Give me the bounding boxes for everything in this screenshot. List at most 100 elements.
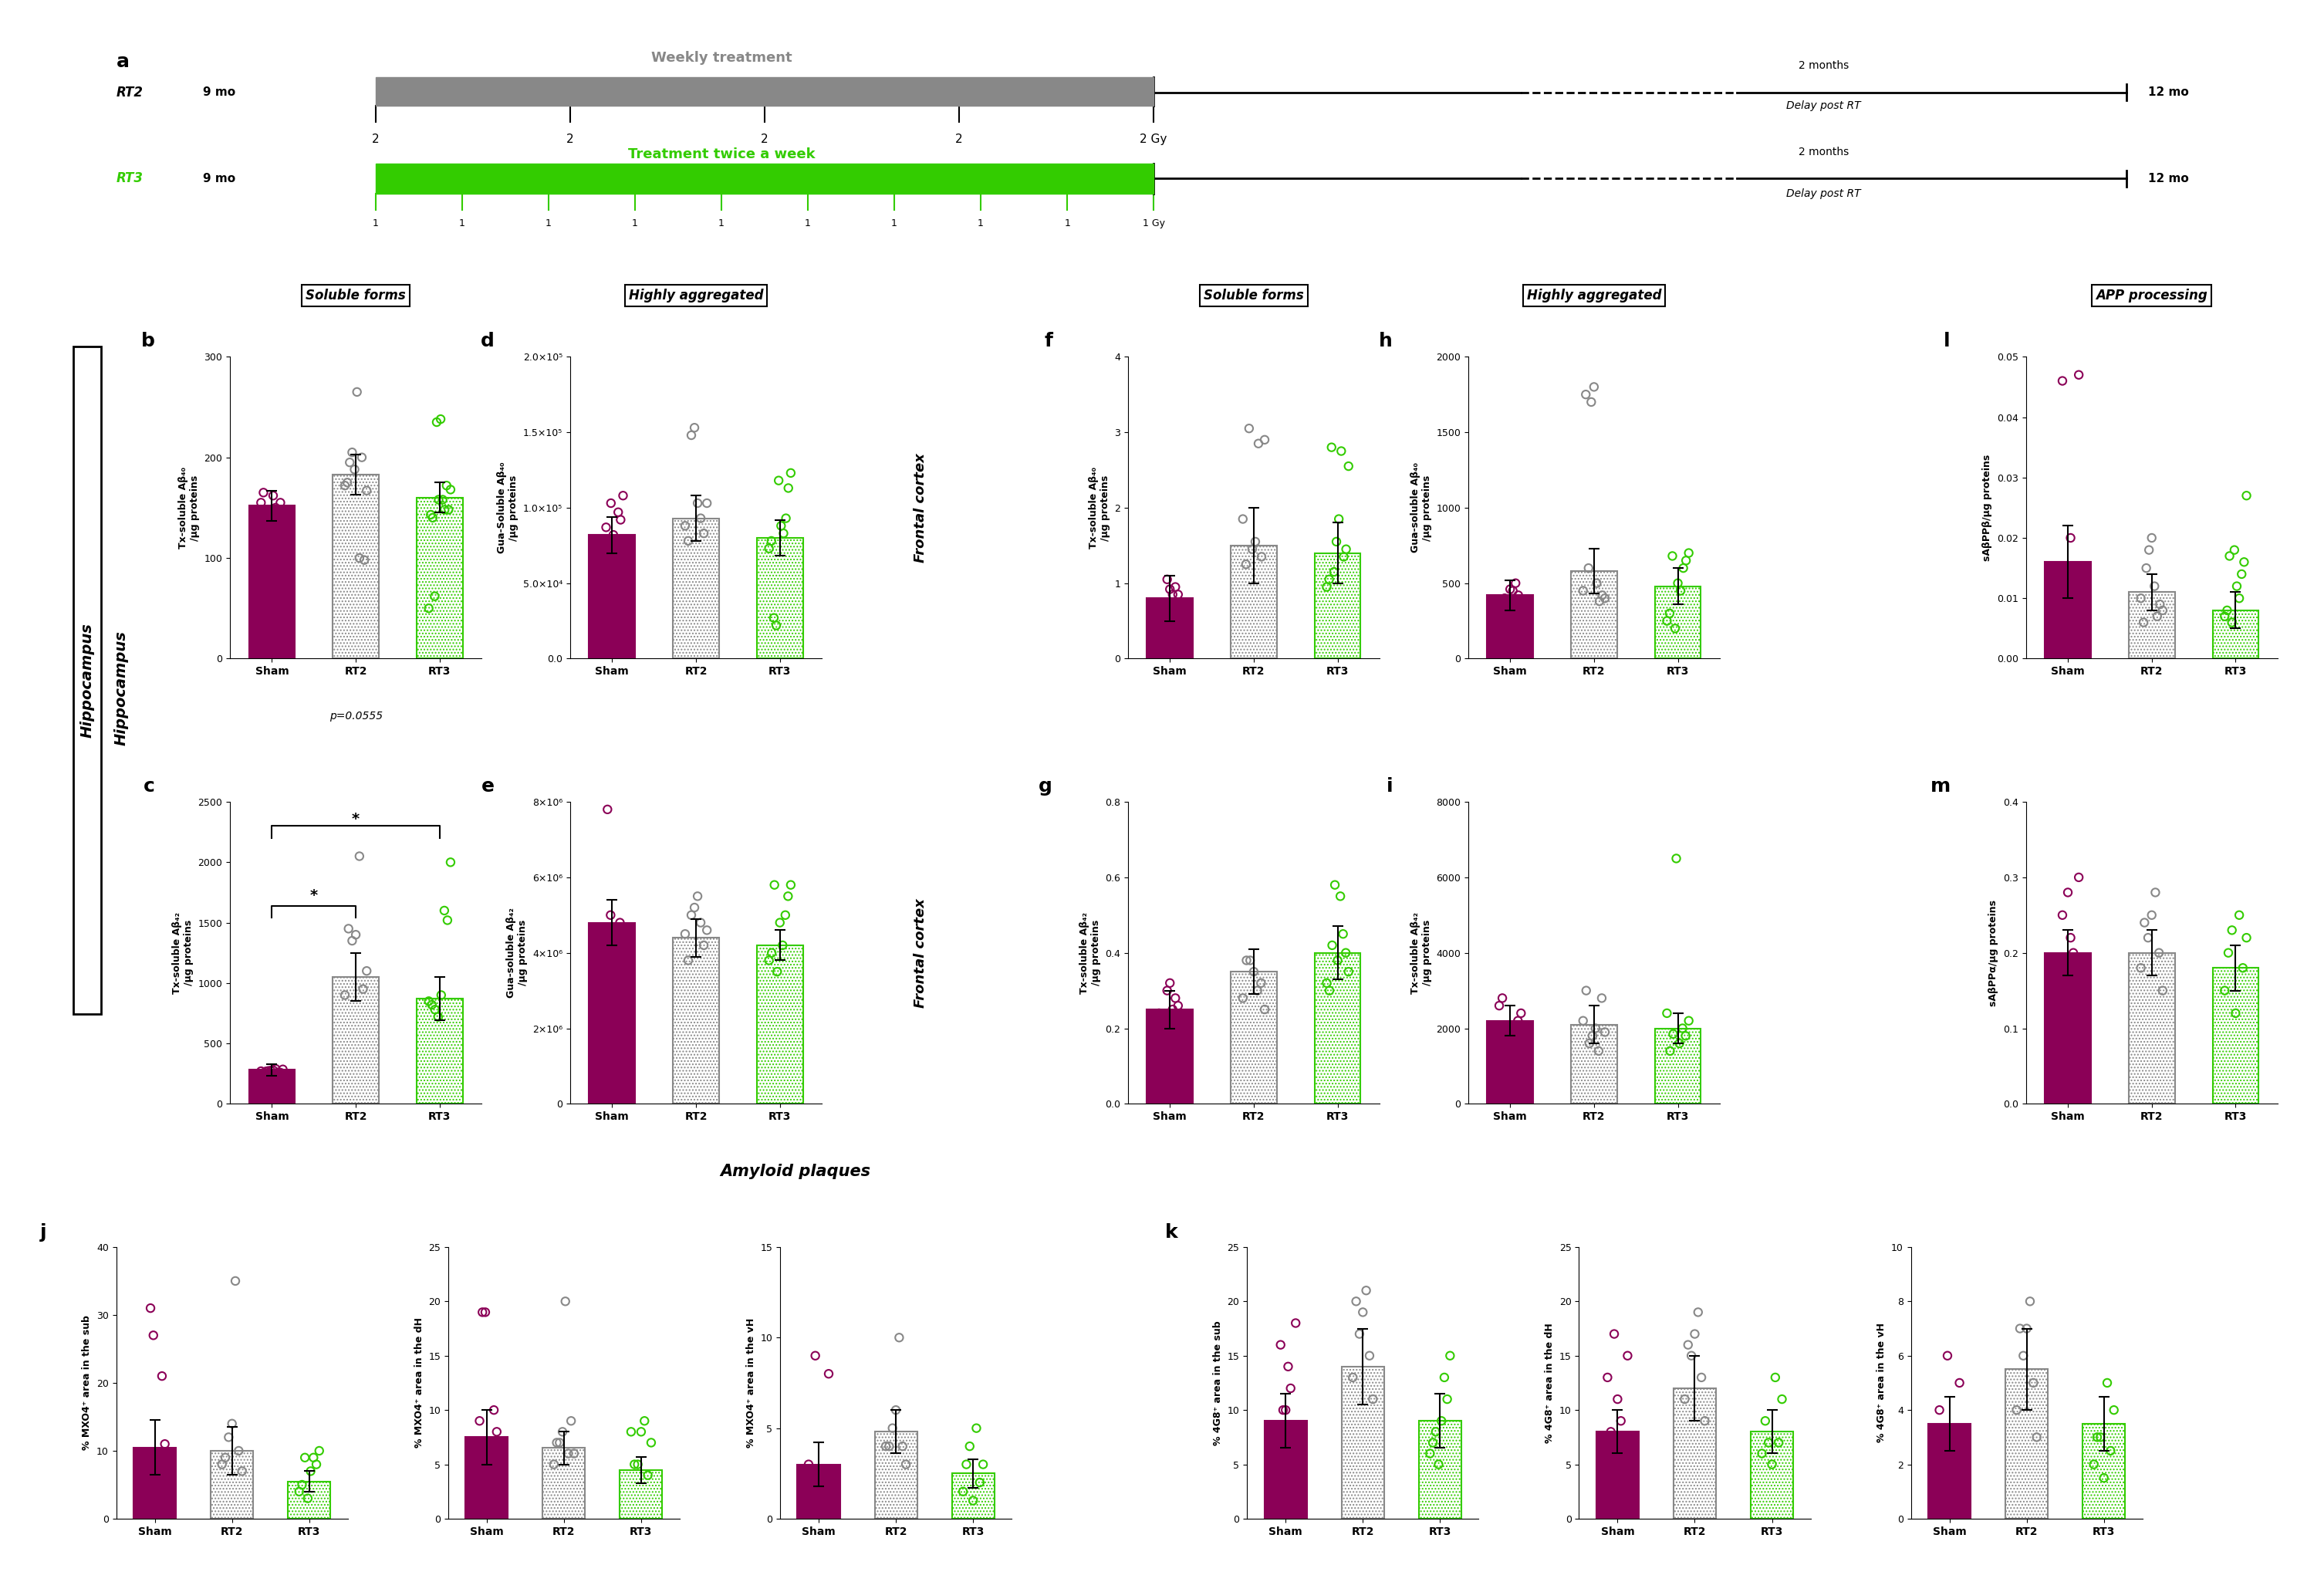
Point <box>753 528 790 554</box>
Point <box>602 508 639 533</box>
Point <box>1343 1299 1380 1324</box>
Point <box>1587 1019 1624 1044</box>
Y-axis label: Tx-soluble Aβ₄₂
/µg proteins: Tx-soluble Aβ₄₂ /µg proteins <box>1078 911 1102 993</box>
Point <box>135 1323 172 1348</box>
Point <box>1311 978 1348 1003</box>
Point <box>597 959 634 984</box>
Point <box>1750 1430 1787 1455</box>
Y-axis label: % 4G8⁺ area in the vH: % 4G8⁺ area in the vH <box>1878 1323 1887 1443</box>
Text: 1: 1 <box>978 218 983 228</box>
Point <box>2089 1370 2126 1395</box>
Point <box>758 612 795 638</box>
Point <box>421 487 458 513</box>
Y-axis label: sAβPPβ/µg proteins: sAβPPβ/µg proteins <box>1982 454 1992 562</box>
Point <box>458 1441 495 1467</box>
Point <box>872 1433 909 1459</box>
Point <box>1155 997 1192 1022</box>
Text: *: * <box>309 888 318 903</box>
Point <box>144 1364 181 1389</box>
Point <box>2050 880 2087 905</box>
Point <box>2043 369 2080 394</box>
Point <box>344 445 381 470</box>
Point <box>2059 362 2096 388</box>
Point <box>588 514 625 539</box>
Point <box>616 1452 653 1478</box>
Bar <box>1571 1025 1618 1104</box>
Point <box>1141 1000 1178 1025</box>
Bar <box>544 1448 586 1519</box>
Bar <box>211 1451 253 1519</box>
Point <box>295 1444 332 1470</box>
Point <box>1657 615 1694 641</box>
Point <box>256 1057 293 1082</box>
Bar <box>1232 971 1276 1104</box>
Point <box>2082 1424 2119 1449</box>
Point <box>2057 1016 2094 1041</box>
Point <box>244 1060 281 1085</box>
Point <box>2229 483 2266 508</box>
Text: 12 mo: 12 mo <box>2147 87 2189 98</box>
Point <box>1162 607 1199 633</box>
Point <box>132 1296 170 1321</box>
Point <box>1648 607 1685 633</box>
Point <box>2047 956 2085 981</box>
Point <box>2217 574 2254 600</box>
Point <box>249 505 286 530</box>
Y-axis label: Gua-Soluble Aβ₄₀
/µg proteins: Gua-Soluble Aβ₄₀ /µg proteins <box>497 462 518 554</box>
Point <box>1587 585 1624 611</box>
Point <box>1246 427 1283 452</box>
Point <box>688 490 725 516</box>
Point <box>1411 1441 1448 1467</box>
Point <box>948 1452 985 1478</box>
Bar <box>1232 546 1276 658</box>
Point <box>1239 430 1276 456</box>
Point <box>1267 1397 1304 1422</box>
Point <box>1683 1365 1720 1391</box>
Point <box>957 1416 995 1441</box>
Point <box>1229 416 1267 441</box>
Point <box>1752 1452 1789 1478</box>
Point <box>479 1419 516 1444</box>
Point <box>632 1430 669 1455</box>
Point <box>2136 880 2173 905</box>
Y-axis label: % MXO4⁺ area in the vH: % MXO4⁺ area in the vH <box>746 1318 755 1448</box>
Bar <box>874 1432 918 1519</box>
Text: Frontal cortex: Frontal cortex <box>913 899 927 1008</box>
Point <box>2122 956 2159 981</box>
Point <box>602 910 639 935</box>
Point <box>2050 609 2087 634</box>
Point <box>2015 1370 2052 1395</box>
Point <box>1329 959 1367 984</box>
Point <box>2052 925 2089 951</box>
Point <box>1160 582 1197 607</box>
Point <box>762 910 799 935</box>
Point <box>2122 585 2159 611</box>
Y-axis label: Gua-soluble Aβ₄₂
/µg proteins: Gua-soluble Aβ₄₂ /µg proteins <box>507 908 528 998</box>
Point <box>2043 902 2080 927</box>
Point <box>1257 1441 1294 1467</box>
Point <box>249 1058 286 1084</box>
Point <box>2145 598 2182 623</box>
Point <box>586 544 623 570</box>
Point <box>349 478 386 503</box>
Point <box>1571 555 1608 581</box>
Text: 2: 2 <box>760 134 769 146</box>
Point <box>342 843 379 869</box>
Point <box>867 1433 904 1459</box>
Bar <box>376 163 1153 193</box>
Point <box>1246 997 1283 1022</box>
Text: p=0.0555: p=0.0555 <box>330 710 383 721</box>
Point <box>2224 956 2261 981</box>
Point <box>1759 1430 1796 1455</box>
Text: Delay post RT: Delay post RT <box>1787 100 1862 111</box>
Point <box>1278 1310 1315 1335</box>
Point <box>337 457 374 483</box>
Point <box>1573 389 1611 414</box>
Point <box>1497 571 1534 596</box>
Bar <box>2129 592 2175 658</box>
Point <box>125 1459 163 1484</box>
Point <box>1269 1354 1306 1380</box>
Point <box>2226 549 2264 574</box>
Point <box>1669 1332 1706 1357</box>
Point <box>555 1441 593 1467</box>
